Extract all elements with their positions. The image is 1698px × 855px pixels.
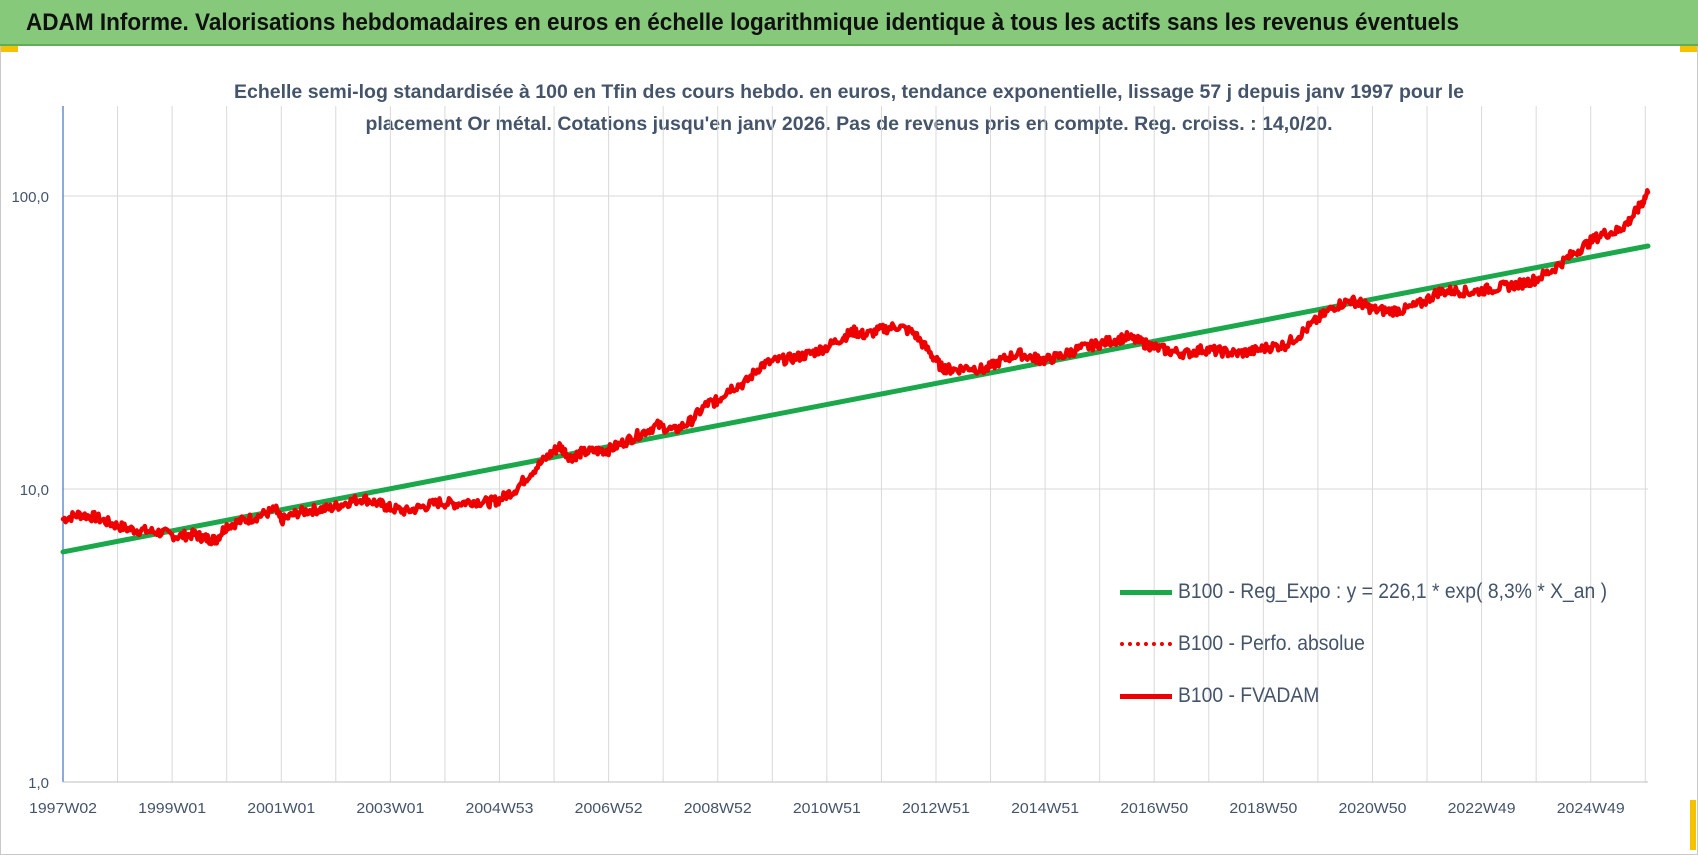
x-tick-label: 2001W01 bbox=[247, 800, 315, 817]
x-tick-label: 2020W50 bbox=[1338, 800, 1406, 817]
y-tick-label: 100,0 bbox=[11, 189, 49, 206]
legend-label-fvadam: B100 - FVADAM bbox=[1178, 684, 1320, 707]
legend-item-perfo-absolue: B100 - Perfo. absolue bbox=[1120, 618, 1680, 670]
x-tick-label: 1999W01 bbox=[138, 800, 206, 817]
legend-swatch-fvadam bbox=[1120, 693, 1172, 699]
chart-title-line-2: placement Or métal. Cotations jusqu'en j… bbox=[365, 113, 1333, 135]
corner-accent-top-left bbox=[0, 46, 18, 52]
legend-swatch-perfo-absolue bbox=[1120, 642, 1172, 646]
y-tick-label: 10,0 bbox=[20, 482, 49, 499]
chart-title: Echelle semi-log standardisée à 100 en T… bbox=[0, 76, 1698, 140]
series-line-fvadam bbox=[60, 188, 1651, 547]
x-tick-label: 2014W51 bbox=[1011, 800, 1079, 817]
x-tick-label: 2003W01 bbox=[356, 800, 424, 817]
page-title: ADAM Informe. Valorisations hebdomadaire… bbox=[26, 9, 1459, 36]
x-tick-label: 1997W02 bbox=[29, 800, 97, 817]
legend-item-reg-expo: B100 - Reg_Expo : y = 226,1 * exp( 8,3% … bbox=[1120, 566, 1680, 618]
series-line-reg-expo bbox=[60, 243, 1651, 555]
chart-legend: B100 - Reg_Expo : y = 226,1 * exp( 8,3% … bbox=[1120, 566, 1680, 722]
x-tick-label: 2012W51 bbox=[902, 800, 970, 817]
corner-accent-bottom-right bbox=[1690, 800, 1696, 850]
corner-accent-top-right bbox=[1680, 46, 1698, 52]
header-bar: ADAM Informe. Valorisations hebdomadaire… bbox=[0, 0, 1698, 46]
x-tick-label: 2016W50 bbox=[1120, 800, 1188, 817]
x-tick-label: 2018W50 bbox=[1229, 800, 1297, 817]
x-tick-label: 2010W51 bbox=[793, 800, 861, 817]
legend-label-reg-expo: B100 - Reg_Expo : y = 226,1 * exp( 8,3% … bbox=[1178, 580, 1608, 603]
x-tick-label: 2022W49 bbox=[1448, 800, 1516, 817]
x-tick-label: 2024W49 bbox=[1557, 800, 1625, 817]
x-tick-label: 2004W53 bbox=[465, 800, 533, 817]
x-tick-label: 2006W52 bbox=[575, 800, 643, 817]
legend-item-fvadam: B100 - FVADAM bbox=[1120, 670, 1680, 722]
y-tick-label: 1,0 bbox=[28, 775, 49, 792]
legend-swatch-reg-expo bbox=[1120, 589, 1172, 595]
x-tick-label: 2008W52 bbox=[684, 800, 752, 817]
legend-label-perfo-absolue: B100 - Perfo. absolue bbox=[1178, 632, 1365, 655]
chart-title-line-1: Echelle semi-log standardisée à 100 en T… bbox=[233, 81, 1464, 103]
